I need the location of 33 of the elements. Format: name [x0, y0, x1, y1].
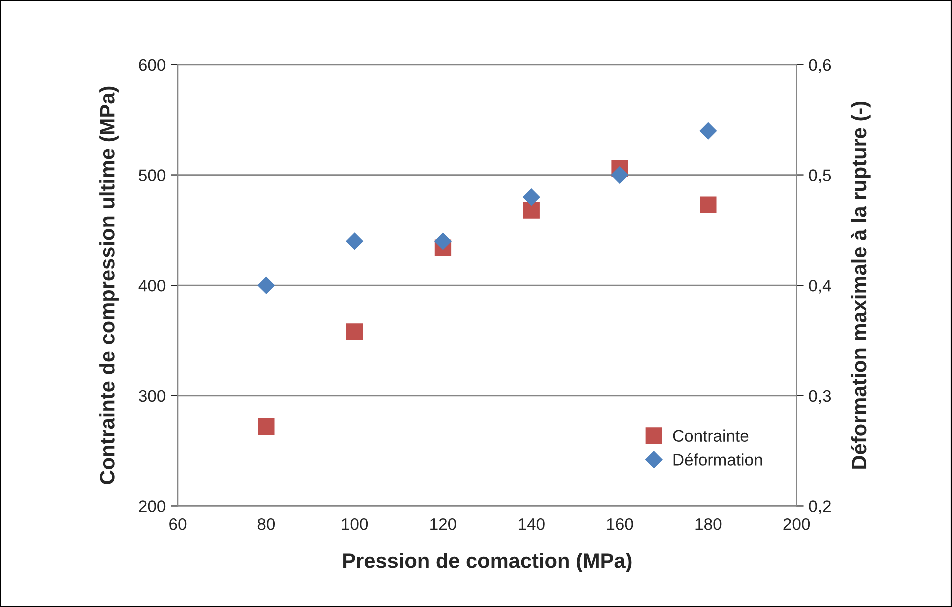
y2-tick-label: 0,5	[809, 170, 832, 184]
x-tick-label: 200	[784, 518, 810, 530]
y2-tick-label: 0,6	[809, 59, 832, 74]
y2-axis-title: Déformation maximale à la rupture (-)	[851, 102, 871, 469]
x-tick-label: 120	[430, 518, 456, 530]
x-tick-label: 160	[607, 518, 634, 530]
point	[523, 188, 540, 206]
x-tick-label: 60	[170, 518, 187, 530]
legend-label: Déformation	[674, 453, 762, 466]
x-axis-title: Pression de comaction (MPa)	[344, 553, 632, 572]
point	[346, 324, 364, 340]
x-tick-label: 180	[696, 518, 722, 530]
point	[258, 418, 275, 436]
point	[346, 232, 364, 250]
x-tick-label: 140	[518, 518, 545, 530]
y-tick-label: 200	[139, 500, 166, 512]
point	[434, 232, 452, 250]
legend-label: Contrainte	[673, 430, 749, 442]
y2-tick-label: 0,3	[809, 390, 832, 404]
y-tick-label: 300	[139, 390, 166, 402]
y-tick-label: 500	[139, 170, 166, 182]
point	[258, 277, 275, 294]
point	[700, 196, 717, 214]
x-tick-label: 100	[342, 518, 368, 530]
y-tick-label: 600	[139, 59, 166, 72]
y-axis-title: Contrainte de compression ultime (MPa)	[100, 86, 119, 484]
y2-tick-label: 0,2	[809, 500, 831, 514]
point	[611, 166, 629, 184]
y2-tick-label: 0,4	[809, 280, 832, 294]
y-tick-label: 400	[138, 280, 166, 292]
point	[700, 122, 717, 140]
point	[523, 202, 540, 219]
x-tick-label: 80	[258, 518, 276, 530]
